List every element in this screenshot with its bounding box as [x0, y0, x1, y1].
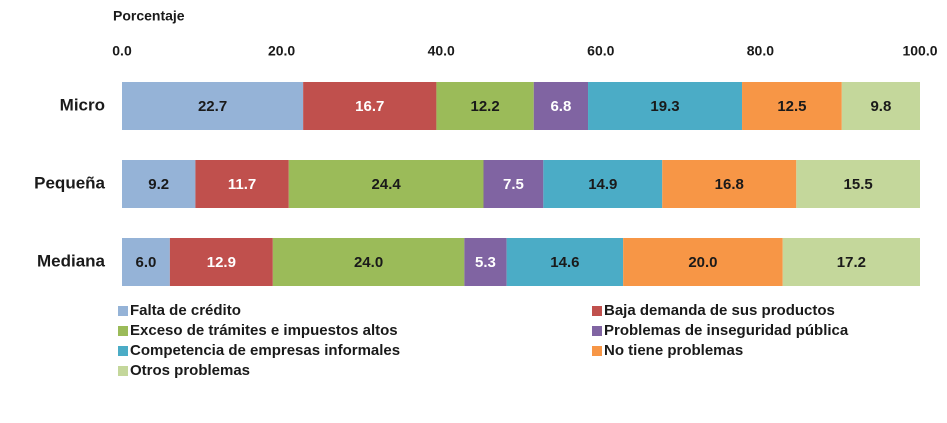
- bar-segment: [662, 160, 797, 208]
- bar-segment: [122, 238, 170, 286]
- data-label: 9.2: [148, 176, 169, 193]
- legend-swatch: [118, 306, 128, 316]
- category-label: Micro: [60, 95, 105, 114]
- data-label: 24.0: [354, 254, 383, 271]
- bar-segment: [288, 160, 484, 208]
- bar-segment: [272, 238, 465, 286]
- data-label: 20.0: [688, 254, 717, 271]
- bar-segment: [588, 82, 743, 130]
- legend-swatch: [592, 346, 602, 356]
- legend-label: No tiene problemas: [604, 342, 743, 359]
- bar-segment: [796, 160, 920, 208]
- data-label: 24.4: [372, 176, 402, 193]
- bar-segment: [436, 82, 534, 130]
- data-label: 17.2: [837, 254, 866, 271]
- bar-segment: [742, 82, 842, 130]
- data-label: 12.9: [207, 254, 236, 271]
- data-label: 5.3: [475, 254, 496, 271]
- data-label: 12.2: [470, 98, 499, 115]
- data-label: 14.9: [588, 176, 617, 193]
- data-label: 16.7: [355, 98, 384, 115]
- data-label: 7.5: [503, 176, 524, 193]
- bar-segment: [782, 238, 920, 286]
- bar-segment: [303, 82, 437, 130]
- legend-label: Falta de crédito: [130, 302, 241, 319]
- bar-segment: [195, 160, 289, 208]
- legend-label: Baja demanda de sus productos: [604, 302, 835, 319]
- x-tick-label: 80.0: [747, 43, 774, 59]
- x-tick-label: 60.0: [587, 43, 614, 59]
- data-label: 9.8: [870, 98, 891, 115]
- bar-segment: [122, 160, 196, 208]
- bar-segment: [122, 82, 304, 130]
- bar-segment: [483, 160, 544, 208]
- data-label: 22.7: [198, 98, 227, 115]
- data-label: 6.0: [136, 254, 157, 271]
- data-label: 15.5: [844, 176, 873, 193]
- bar-segment: [506, 238, 624, 286]
- category-label: Mediana: [37, 251, 106, 270]
- data-label: 14.6: [550, 254, 579, 271]
- x-tick-label: 40.0: [428, 43, 455, 59]
- bar-segment: [533, 82, 589, 130]
- legend-label: Otros problemas: [130, 362, 250, 379]
- legend-swatch: [592, 326, 602, 336]
- bar-segment: [841, 82, 920, 130]
- legend-label: Exceso de trámites e impuestos altos: [130, 322, 398, 339]
- legend-label: Competencia de empresas informales: [130, 342, 400, 359]
- legend-swatch: [118, 366, 128, 376]
- x-tick-label: 20.0: [268, 43, 295, 59]
- x-tick-label: 0.0: [112, 43, 132, 59]
- legend-label: Problemas de inseguridad pública: [604, 322, 849, 339]
- bar-segment: [464, 238, 507, 286]
- category-label: Pequeña: [34, 173, 105, 192]
- data-label: 11.7: [228, 176, 256, 193]
- bar-segment: [623, 238, 783, 286]
- legend-swatch: [592, 306, 602, 316]
- x-tick-label: 100.0: [902, 43, 937, 59]
- bar-segment: [169, 238, 273, 286]
- axis-label: Porcentaje: [113, 8, 185, 24]
- bar-segment: [543, 160, 663, 208]
- data-label: 16.8: [715, 176, 744, 193]
- data-label: 12.5: [777, 98, 806, 115]
- legend-swatch: [118, 326, 128, 336]
- legend-swatch: [118, 346, 128, 356]
- data-label: 6.8: [550, 98, 571, 115]
- data-label: 19.3: [650, 98, 679, 115]
